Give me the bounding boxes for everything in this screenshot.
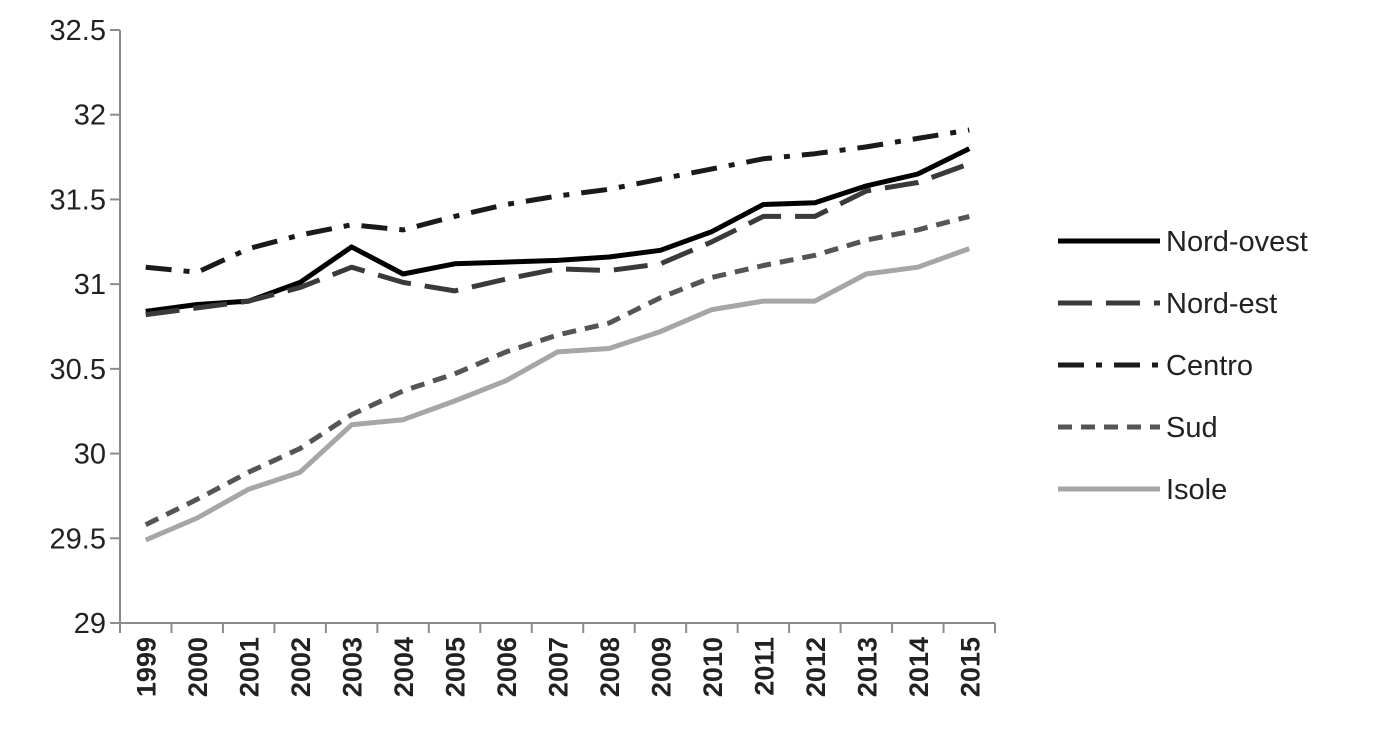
x-tick-label: 2012 — [801, 637, 831, 697]
y-tick-label: 32.5 — [50, 15, 106, 47]
x-tick-label: 2009 — [646, 637, 676, 697]
series-lines — [144, 127, 971, 543]
series-line-nord-ovest — [145, 146, 971, 314]
legend-label-centro: Centro — [1166, 350, 1253, 382]
x-axis: 1999 2000 2001 2002 2003 2004 2005 2006 2007 2008… — [119, 622, 996, 697]
y-tick-label: 29.5 — [50, 523, 106, 555]
x-tick-label: 2010 — [698, 637, 728, 697]
x-tick-label: 2013 — [852, 637, 882, 697]
y-tick-label: 29 — [74, 608, 106, 640]
legend-label-isole: Isole — [1166, 474, 1227, 506]
x-tick-label: 2004 — [389, 637, 419, 697]
legend-label-nord-ovest: Nord-ovest — [1166, 226, 1308, 258]
x-tick-label: 1999 — [132, 637, 162, 697]
y-tick-label: 31 — [74, 269, 106, 301]
series-line-sud — [144, 213, 970, 527]
x-tick-label: 2001 — [235, 637, 265, 697]
x-tick-label: 2003 — [338, 637, 368, 697]
legend: Nord-ovest Nord-est Centro Sud Isole — [1058, 226, 1308, 506]
y-tick-label: 30.5 — [50, 354, 106, 386]
legend-label-nord-est: Nord-est — [1166, 288, 1277, 320]
x-tick-label: 2000 — [183, 637, 213, 697]
y-tick-label: 31.5 — [50, 184, 106, 216]
series-line-isole — [144, 246, 971, 543]
x-tick-label: 2015 — [955, 637, 985, 697]
x-tick-label: 2006 — [492, 637, 522, 697]
x-tick-label: 2011 — [749, 637, 779, 696]
y-axis: 29 29.5 30 30.5 31 31.5 32 32.5 — [50, 15, 121, 640]
y-tick-label: 30 — [74, 439, 106, 471]
x-tick-label: 2008 — [595, 637, 625, 697]
legend-label-sud: Sud — [1166, 412, 1218, 444]
y-tick-label: 32 — [74, 100, 106, 132]
x-tick-label: 2002 — [286, 637, 316, 697]
x-tick-label: 2014 — [904, 637, 934, 697]
x-tick-label: 2005 — [441, 637, 471, 697]
x-tick-label: 2007 — [544, 637, 574, 697]
